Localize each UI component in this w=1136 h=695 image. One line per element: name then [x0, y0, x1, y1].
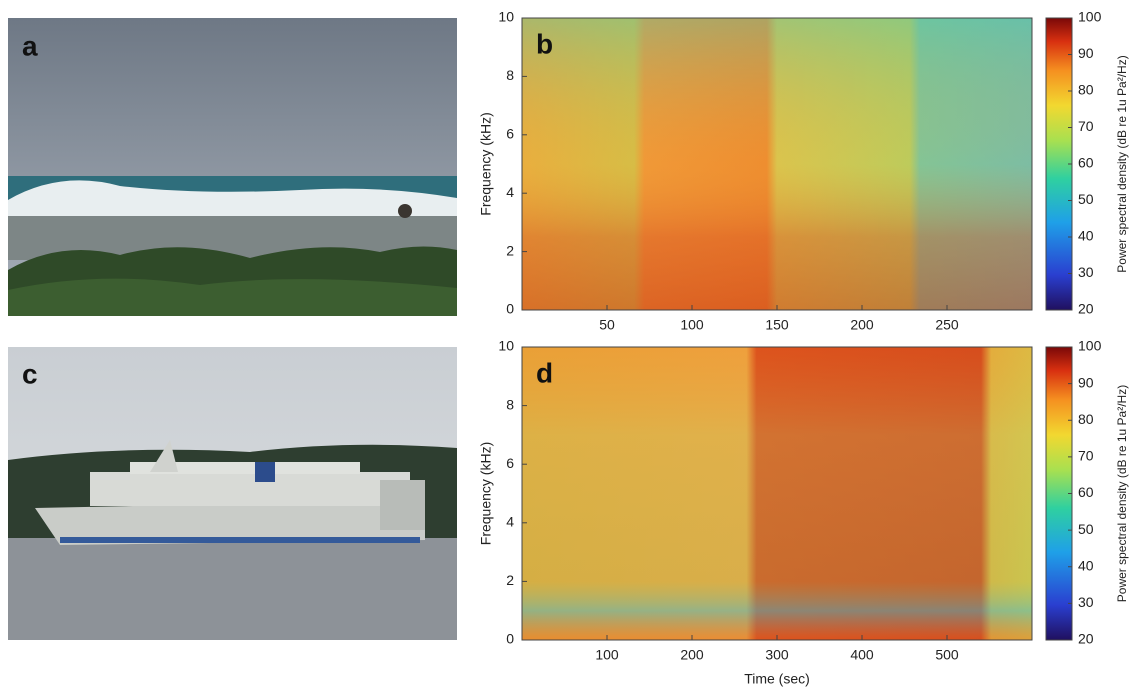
- x-tick-label: 50: [599, 317, 615, 333]
- colorbar-tick-label: 20: [1078, 301, 1094, 317]
- spectrogram-overlay: [522, 18, 1032, 310]
- colorbar-tick-label: 30: [1078, 594, 1094, 610]
- colorbar-tick-label: 80: [1078, 411, 1094, 427]
- x-tick-label: 250: [935, 317, 959, 333]
- colorbar-tick-label: 70: [1078, 448, 1094, 464]
- colorbar-title: Power spectral density (dB re 1u Pa²/Hz): [1115, 385, 1129, 602]
- colorbar-tick-label: 30: [1078, 264, 1094, 280]
- colorbar-tick-label: 20: [1078, 631, 1094, 647]
- y-axis-title: Frequency (kHz): [478, 442, 494, 545]
- panel-letter: d: [536, 357, 553, 388]
- x-tick-label: 300: [765, 647, 789, 663]
- colorbar-tick-label: 70: [1078, 118, 1094, 134]
- x-tick-label: 500: [935, 647, 959, 663]
- y-tick-label: 6: [506, 455, 514, 471]
- colorbar-tick-label: 60: [1078, 155, 1094, 171]
- y-tick-label: 8: [506, 396, 514, 412]
- photo-ferry: [8, 347, 457, 640]
- colorbar-tick-label: 80: [1078, 82, 1094, 98]
- y-tick-label: 6: [506, 126, 514, 142]
- panel-letter: c: [22, 358, 38, 389]
- y-tick-label: 2: [506, 242, 514, 258]
- colorbar: [1045, 346, 1073, 641]
- colorbar-tick-label: 40: [1078, 228, 1094, 244]
- colorbar-tick-label: 100: [1078, 338, 1102, 354]
- y-tick-label: 0: [506, 631, 514, 647]
- spectrogram-overlay: [522, 347, 1032, 640]
- x-tick-label: 150: [765, 317, 789, 333]
- x-tick-label: 100: [595, 647, 619, 663]
- panel-letter: a: [22, 30, 38, 61]
- colorbar-tick-label: 60: [1078, 484, 1094, 500]
- colorbar-tick-label: 90: [1078, 374, 1094, 390]
- x-tick-label: 400: [850, 647, 874, 663]
- x-tick-label: 100: [680, 317, 704, 333]
- colorbar-tick-label: 40: [1078, 557, 1094, 573]
- y-tick-label: 8: [506, 67, 514, 83]
- y-tick-label: 10: [498, 338, 514, 354]
- y-tick-label: 4: [506, 184, 514, 200]
- colorbar-tick-label: 90: [1078, 45, 1094, 61]
- y-tick-label: 2: [506, 572, 514, 588]
- x-axis-title: Time (sec): [744, 671, 810, 687]
- photo-waves: [8, 18, 457, 316]
- x-tick-label: 200: [680, 647, 704, 663]
- y-tick-label: 4: [506, 514, 514, 530]
- x-tick-label: 200: [850, 317, 874, 333]
- y-tick-label: 0: [506, 301, 514, 317]
- y-tick-label: 10: [498, 9, 514, 25]
- colorbar-title: Power spectral density (dB re 1u Pa²/Hz): [1115, 55, 1129, 272]
- panel-letter: b: [536, 28, 553, 59]
- colorbar-tick-label: 50: [1078, 191, 1094, 207]
- colorbar-tick-label: 100: [1078, 9, 1102, 25]
- colorbar-tick-label: 50: [1078, 521, 1094, 537]
- y-axis-title: Frequency (kHz): [478, 112, 494, 215]
